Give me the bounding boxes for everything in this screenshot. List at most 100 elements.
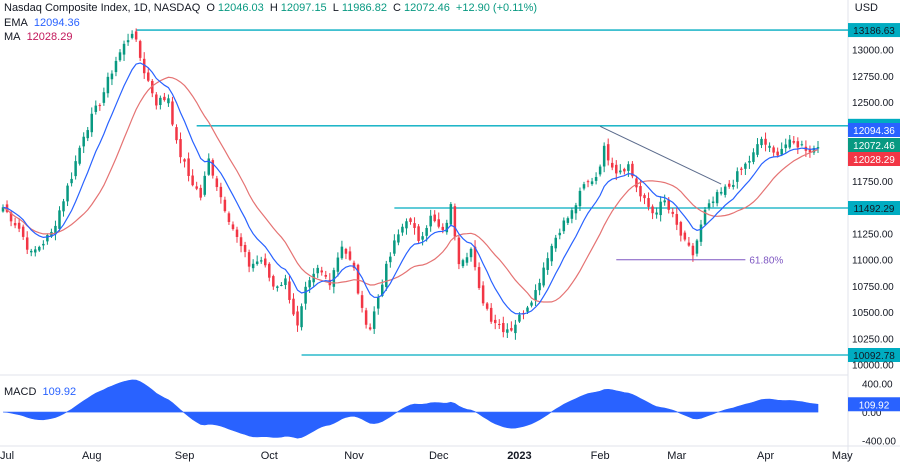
candle-body <box>292 298 295 315</box>
candle <box>723 184 727 198</box>
candle <box>21 224 25 240</box>
candle <box>58 206 61 232</box>
candle <box>554 234 557 252</box>
candle <box>332 267 336 294</box>
candle <box>481 281 485 306</box>
candle-body <box>159 97 162 106</box>
candle <box>473 240 477 271</box>
candle <box>610 157 614 171</box>
macd-tag-label: 109.92 <box>859 400 890 411</box>
candle <box>102 87 106 106</box>
candle <box>413 217 416 235</box>
candle <box>732 179 735 190</box>
candle-body <box>526 307 529 312</box>
ma-legend[interactable]: MA 12028.29 <box>4 31 75 43</box>
candle <box>502 316 505 338</box>
candle-body <box>719 191 723 194</box>
candle <box>372 306 376 334</box>
candle <box>812 145 816 155</box>
candle <box>449 202 453 227</box>
candle <box>397 229 400 246</box>
candle-body <box>594 177 598 181</box>
candle-body <box>130 33 134 38</box>
candle-body <box>54 225 57 235</box>
candle-body <box>183 159 186 162</box>
candle-body <box>538 282 541 291</box>
candle <box>187 152 190 182</box>
candle-body <box>106 76 110 94</box>
candles[interactable] <box>1 28 820 340</box>
candle <box>316 264 319 278</box>
candle <box>98 103 102 111</box>
candle <box>243 241 247 258</box>
time-tick-label: Oct <box>261 450 278 462</box>
candle <box>151 79 154 98</box>
candle <box>304 281 307 310</box>
candle-body <box>433 214 436 222</box>
ema-legend[interactable]: EMA 12094.36 <box>4 17 83 29</box>
ohlc-low-label: L <box>332 2 339 14</box>
candle-body <box>578 190 582 207</box>
candle-body <box>631 163 634 177</box>
candle-body <box>574 205 578 214</box>
macd-legend[interactable]: MACD 109.92 <box>4 386 79 398</box>
candle <box>663 194 666 206</box>
ma-label: MA <box>4 31 21 43</box>
candle-body <box>441 226 445 230</box>
chart-header: Nasdaq Composite Index, 1D, NASDAQ O 1204… <box>4 2 540 14</box>
candle-body <box>272 276 275 287</box>
candle-body <box>542 267 545 286</box>
time-axis[interactable]: Jul Aug Sep Oct Nov Dec 2023 Feb Mar Apr May <box>0 450 853 462</box>
candle <box>401 223 404 236</box>
candle-body <box>46 235 49 242</box>
candle-body <box>691 245 695 256</box>
candle <box>25 231 29 255</box>
candle-body <box>723 186 727 195</box>
candle-body <box>768 145 771 148</box>
candle <box>727 180 731 189</box>
price-tag <box>848 152 900 166</box>
macd-panel[interactable] <box>2 379 819 439</box>
candle-body <box>498 323 501 325</box>
candle-body <box>227 213 231 222</box>
candle <box>429 209 432 232</box>
candle <box>199 184 202 201</box>
candle <box>647 192 650 211</box>
candle-body <box>86 130 89 139</box>
candle-body <box>13 223 17 226</box>
level-tag-label: 13186.63 <box>853 26 895 37</box>
candle-body <box>812 148 816 153</box>
candle <box>760 136 763 149</box>
candle <box>167 94 170 107</box>
candle-body <box>457 237 461 265</box>
candle <box>655 207 658 219</box>
candle <box>768 142 771 152</box>
candle-body <box>679 222 683 236</box>
candle <box>203 171 206 197</box>
candle-body <box>707 203 711 209</box>
candle <box>300 303 303 331</box>
candle <box>66 183 69 207</box>
candle <box>800 140 804 147</box>
candle <box>744 162 747 175</box>
candle <box>538 278 541 296</box>
candle <box>38 245 41 252</box>
candle-body <box>34 249 37 253</box>
candle <box>54 220 57 241</box>
candle <box>219 182 223 204</box>
candle-body <box>66 185 69 202</box>
candle <box>711 196 715 208</box>
candle <box>687 236 691 247</box>
candle <box>255 255 259 266</box>
level-tag <box>848 348 900 363</box>
macd-tick-label: 0.00 <box>862 408 882 419</box>
candle-body <box>623 168 626 172</box>
candle <box>86 126 89 142</box>
candle <box>493 314 497 330</box>
candle-body <box>219 186 223 198</box>
time-tick-label: Aug <box>82 450 102 462</box>
price-axis[interactable]: 13186.6312274.7911492.2910092.7810000.00… <box>848 23 900 447</box>
candle <box>118 49 122 62</box>
candle-body <box>352 262 356 268</box>
